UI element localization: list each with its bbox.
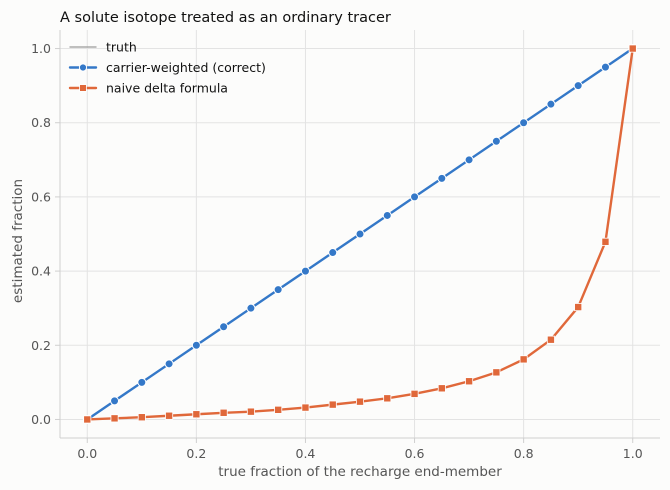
y-tick-label-4: 0.8 [31,115,51,130]
series-2-point-16 [519,355,528,364]
series-1-point-11 [382,210,392,220]
series-2-point-12 [410,389,419,398]
series-1-point-8 [300,266,310,276]
axes: 0.0 0.2 0.4 0.6 0.8 1.0 0.0 0.2 0.4 0.6 0.8 1.0 [31,30,660,461]
legend: truth carrier-weighted (correct) naive del… [68,40,266,96]
y-tick-label-0: 0.0 [31,412,51,427]
series-2-point-20 [628,44,637,53]
series-2-point-0 [83,415,92,424]
x-tick-label-0: 0.0 [77,446,97,461]
legend-label-2: naive delta formula [106,81,228,96]
series-1-point-4 [191,340,201,350]
series-2-point-6 [246,407,255,416]
series-2-point-1 [110,414,119,423]
series-2-point-18 [574,303,583,312]
series-1-point-1 [110,396,120,406]
series-1-point-19 [600,62,610,72]
x-axis-label: true fraction of the recharge end-member [218,464,502,480]
x-tick-label-1: 0.2 [186,446,206,461]
series-2-point-10 [355,397,364,406]
legend-marker-2 [79,84,87,92]
chart-title: A solute isotope treated as an ordinary … [60,10,391,26]
legend-label-0: truth [106,40,137,55]
series-2-point-19 [601,237,610,246]
series-2-point-4 [192,410,201,419]
series-2-point-14 [465,377,474,386]
series-1-point-17 [546,99,556,109]
series-1-point-10 [355,229,365,239]
y-tick-label-1: 0.2 [31,338,51,353]
series-2-point-11 [383,394,392,403]
series-1-point-18 [573,81,583,91]
series-1-point-5 [219,322,229,332]
series-1-point-13 [437,173,447,183]
legend-marker-1 [78,63,88,72]
series-1-point-7 [273,285,283,295]
series-2-point-2 [137,413,146,422]
series-1-point-12 [410,192,420,202]
grid [60,30,660,438]
x-tick-label-4: 0.8 [514,446,534,461]
series-1-point-3 [164,359,174,369]
series [82,44,638,424]
series-2-point-15 [492,368,501,377]
series-1-point-2 [137,377,147,387]
x-tick-label-3: 0.6 [405,446,425,461]
series-2-point-8 [301,403,310,412]
legend-label-1: carrier-weighted (correct) [106,60,266,75]
y-axis-label: estimated fraction [10,179,26,303]
y-tick-label-5: 1.0 [31,41,51,56]
series-2-point-17 [546,335,555,344]
series-2-point-7 [274,405,283,414]
x-tick-label-2: 0.4 [296,446,316,461]
series-2-point-9 [328,400,337,409]
series-1-point-6 [246,303,256,313]
series-1-point-9 [328,248,338,258]
series-2-point-5 [219,408,228,417]
y-tick-label-2: 0.4 [31,264,51,279]
series-2-point-3 [165,411,174,420]
y-tick-label-3: 0.6 [31,189,51,204]
series-1-point-15 [491,136,501,146]
series-1-point-14 [464,155,474,165]
series-1-point-16 [519,118,529,128]
series-2-point-13 [437,384,446,393]
x-tick-label-5: 1.0 [623,446,643,461]
